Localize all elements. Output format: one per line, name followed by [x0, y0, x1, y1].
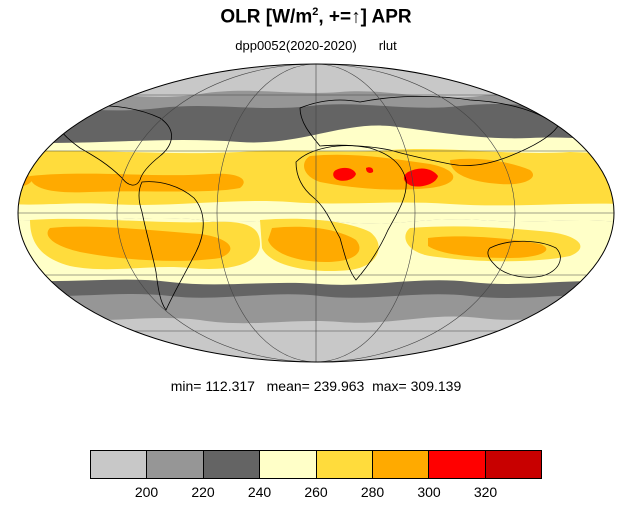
colorbar-swatch	[485, 451, 541, 478]
red-spot-sahara	[333, 167, 356, 181]
mean-value: 239.963	[313, 378, 365, 394]
red-spot-arabia	[403, 168, 438, 187]
colorbar-swatch	[91, 451, 148, 478]
colorbar	[90, 450, 542, 479]
variable-label: rlut	[378, 38, 397, 53]
world-map	[17, 63, 615, 363]
max-label: max=	[372, 378, 407, 394]
colorbar-swatch	[316, 451, 373, 478]
colorbar-tick-label: 320	[473, 484, 498, 500]
colorbar-tick-label: 300	[417, 484, 441, 500]
graticule	[18, 64, 614, 362]
orange-core-3	[268, 226, 360, 262]
max-value: 309.139	[410, 378, 462, 394]
min-label: min=	[170, 378, 202, 394]
orange-core-6	[428, 236, 547, 258]
min-value: 112.317	[205, 378, 255, 394]
colorbar-tick-label: 240	[247, 484, 272, 500]
colorbar-tick-label: 280	[360, 484, 385, 500]
colorbar-swatch	[372, 451, 430, 478]
field-statistics: min= 112.317 mean= 239.963 max= 309.139	[0, 378, 632, 394]
colorbar-swatch	[260, 451, 317, 478]
red-spot-small	[366, 167, 374, 173]
colorbar-ticks: 200 220 240 260 280 300 320	[0, 484, 632, 504]
colorbar-swatch	[203, 451, 261, 478]
orange-core-1	[30, 173, 244, 193]
plot-title: OLR [W/m2, +=↑] APR	[220, 6, 412, 28]
mean-label: mean=	[266, 378, 310, 394]
experiment-label: dpp0052(2020-2020)	[235, 38, 357, 53]
globe-outline	[17, 63, 615, 363]
colorbar-tick-label: 260	[304, 484, 328, 500]
coastlines	[49, 96, 561, 311]
colorbar-tick-label: 200	[134, 484, 159, 500]
colorbar-swatch	[147, 451, 204, 478]
colorbar-swatch	[429, 451, 486, 478]
colorbar-tick-label: 220	[191, 484, 215, 500]
orange-core-2	[47, 226, 231, 261]
plot-subtitle: dpp0052(2020-2020) rlut	[0, 38, 632, 53]
